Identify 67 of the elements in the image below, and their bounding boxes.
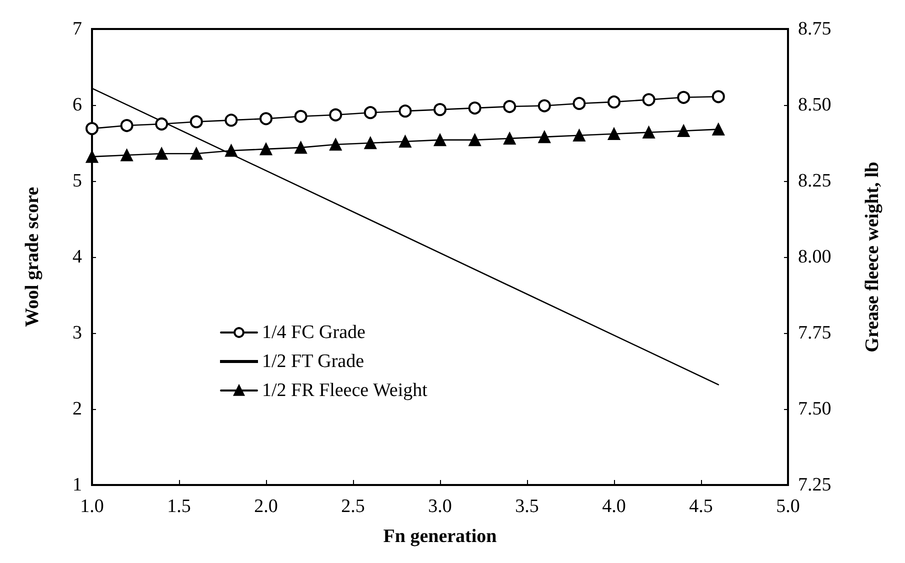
point [364,136,377,150]
point [399,135,412,148]
legend-label: 1/2 FT Grade [262,351,364,372]
point [468,134,481,146]
point [468,102,482,115]
point [503,100,516,114]
point [190,147,203,160]
x-tick-label: 3.0 [428,496,452,517]
x-tick-label: 1.0 [80,496,104,517]
point [225,144,238,157]
y2-tick-label: 8.00 [798,246,832,268]
y2-tick-label: 7.25 [798,474,832,496]
y2-axis-title: Grease fleece weight, lb [862,162,883,352]
point [329,138,342,151]
point [712,90,725,104]
x-tick-label: 3.5 [515,496,539,517]
point [712,123,725,136]
point [677,124,690,137]
x-tick-label: 5.0 [776,496,800,517]
point [642,93,656,106]
legend-label: 1/4 FC Grade [262,322,366,343]
y2-tick-label: 8.50 [798,94,832,116]
y2-tick-label: 7.50 [798,398,832,420]
point [572,96,586,110]
y-tick-label: 7 [72,18,82,40]
point [398,104,412,118]
point [86,122,98,136]
y-tick-label: 2 [72,398,82,420]
x-tick-label: 4.0 [602,496,626,517]
x-tick-label: 4.5 [689,496,713,517]
point [224,114,238,127]
x-tick-label: 2.0 [254,496,278,517]
point [677,90,690,104]
x-axis-title: Fn generation [383,526,498,547]
point [608,128,620,140]
y2-tick-label: 8.25 [798,170,832,192]
point [86,150,98,163]
point [642,126,655,139]
y-tick-label: 5 [72,170,82,192]
point [503,132,516,145]
point [434,103,446,116]
point [294,110,308,123]
point [120,149,133,162]
y-tick-label: 6 [72,94,82,116]
point [538,130,551,144]
point [155,118,168,130]
y-tick-label: 3 [72,322,82,344]
y-axis-title: Wool grade score [22,186,43,328]
y2-tick-label: 8.75 [798,18,832,40]
y-tick-label: 4 [72,246,82,268]
point [329,108,342,122]
y2-tick-label: 7.75 [798,322,832,344]
point [294,141,307,154]
point [538,99,551,112]
x-tick-label: 1.5 [167,496,191,517]
y-tick-label: 1 [72,474,82,496]
point [573,129,586,142]
point [190,115,203,128]
point [434,134,446,146]
legend-label: 1/2 FR Fleece Weight [262,380,428,401]
point [155,147,168,160]
point [364,106,377,120]
point [260,112,272,126]
x-tick-label: 2.5 [341,496,365,517]
point [120,119,134,132]
point [260,142,272,156]
point [608,95,620,108]
